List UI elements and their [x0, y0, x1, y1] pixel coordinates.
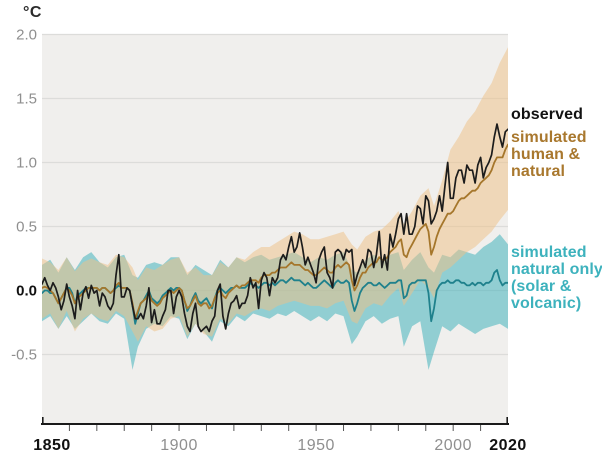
legend-simulated-natural-only: simulated natural only (solar & volcanic…: [511, 244, 602, 312]
x-tick-label: 1850: [33, 437, 71, 454]
x-tick-label: 1900: [160, 437, 198, 454]
y-tick-label: 1.5: [16, 91, 37, 108]
x-tick-label: 2020: [489, 437, 527, 454]
y-axis-unit-label: °C: [23, 4, 42, 21]
observed-line: [42, 123, 508, 333]
x-tick-label: 1950: [297, 437, 335, 454]
legend-observed: observed: [511, 106, 583, 123]
simulated-human-natural-line: [42, 143, 508, 320]
human-natural-range-band: [42, 47, 508, 342]
x-tick-label: 2000: [434, 437, 472, 454]
y-tick-label: 0.0: [16, 283, 37, 300]
y-tick-label: -0.5: [11, 347, 37, 364]
plot-area-group: [42, 47, 508, 370]
y-tick-label: 1.0: [16, 155, 37, 172]
y-tick-label: 0.5: [16, 219, 37, 236]
legend-simulated-human-natural: simulated human & natural: [511, 129, 587, 180]
y-tick-label: 2.0: [16, 27, 37, 44]
